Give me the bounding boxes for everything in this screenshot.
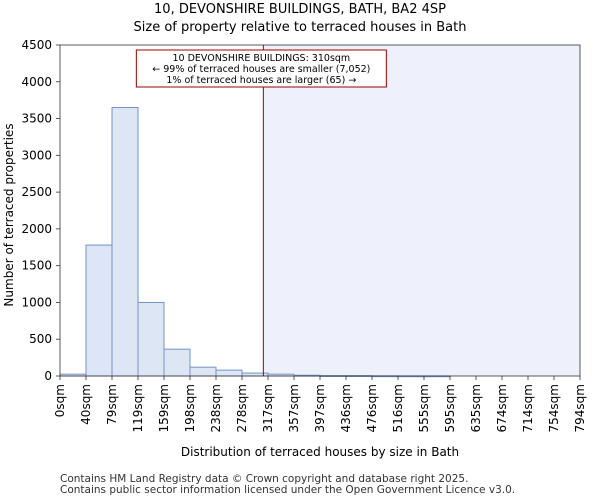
annotation-smaller: ← 99% of terraced houses are smaller (7,… xyxy=(152,64,370,75)
histogram-bar xyxy=(163,348,191,377)
y-tick-label: 3000 xyxy=(21,148,52,162)
x-tick-label: 595sqm xyxy=(443,384,457,432)
histogram-bar xyxy=(137,301,165,377)
histogram-bar xyxy=(189,366,217,377)
x-tick-label: 436sqm xyxy=(339,384,353,432)
x-tick-label: 635sqm xyxy=(469,384,483,432)
x-tick-label: 754sqm xyxy=(547,384,561,432)
x-tick-label: 516sqm xyxy=(391,384,405,432)
histogram-chart: 0 500 1000 1500 2000 2500 3000 3500 4000 4500 0sqm… xyxy=(2,38,587,459)
x-tick-label: 794sqm xyxy=(573,384,587,432)
x-tick-label: 79sqm xyxy=(105,384,119,425)
x-tick-label: 0sqm xyxy=(53,384,67,417)
y-tick-label: 2000 xyxy=(21,222,52,236)
x-axis-label: Distribution of terraced houses by size … xyxy=(181,445,459,459)
histogram-bar xyxy=(215,369,243,377)
x-tick-label: 40sqm xyxy=(79,384,93,425)
annotation-larger: 1% of terraced houses are larger (65) → xyxy=(166,75,356,86)
y-axis-label: Number of terraced properties xyxy=(2,123,16,306)
chart-subtitle: Size of property relative to terraced ho… xyxy=(133,20,467,35)
x-tick-label: 159sqm xyxy=(157,384,171,432)
footer-copyright: Contains HM Land Registry data © Crown c… xyxy=(60,473,469,485)
y-tick-label: 3500 xyxy=(21,112,52,126)
x-tick-label: 278sqm xyxy=(235,384,249,432)
y-tick-label: 2500 xyxy=(21,185,52,199)
y-tick-label: 0 xyxy=(44,369,52,383)
x-tick-label: 119sqm xyxy=(131,384,145,432)
histogram-bar xyxy=(111,107,139,377)
annotation-title: 10 DEVONSHIRE BUILDINGS: 310sqm xyxy=(172,53,350,64)
chart-title: 10, DEVONSHIRE BUILDINGS, BATH, BA2 4SP xyxy=(154,2,446,17)
x-tick-label: 555sqm xyxy=(417,384,431,432)
x-tick-label: 714sqm xyxy=(521,384,535,432)
x-tick-label: 397sqm xyxy=(313,384,327,432)
x-tick-label: 238sqm xyxy=(209,384,223,432)
y-tick-label: 500 xyxy=(29,332,52,346)
y-tick-label: 1000 xyxy=(21,295,52,309)
footer-licence: Contains public sector information licen… xyxy=(60,484,516,496)
x-tick-label: 674sqm xyxy=(495,384,509,432)
x-tick-label: 198sqm xyxy=(183,384,197,432)
x-tick-label: 476sqm xyxy=(365,384,379,432)
histogram-bar xyxy=(85,244,113,377)
annotation-box xyxy=(135,49,387,88)
y-tick-label: 4000 xyxy=(21,75,52,89)
histogram-bar xyxy=(241,372,269,377)
y-tick-label: 4500 xyxy=(21,38,52,52)
x-tick-label: 317sqm xyxy=(261,384,275,432)
larger-region-shade xyxy=(263,45,580,376)
y-tick-label: 1500 xyxy=(21,259,52,273)
x-tick-label: 357sqm xyxy=(287,384,301,432)
